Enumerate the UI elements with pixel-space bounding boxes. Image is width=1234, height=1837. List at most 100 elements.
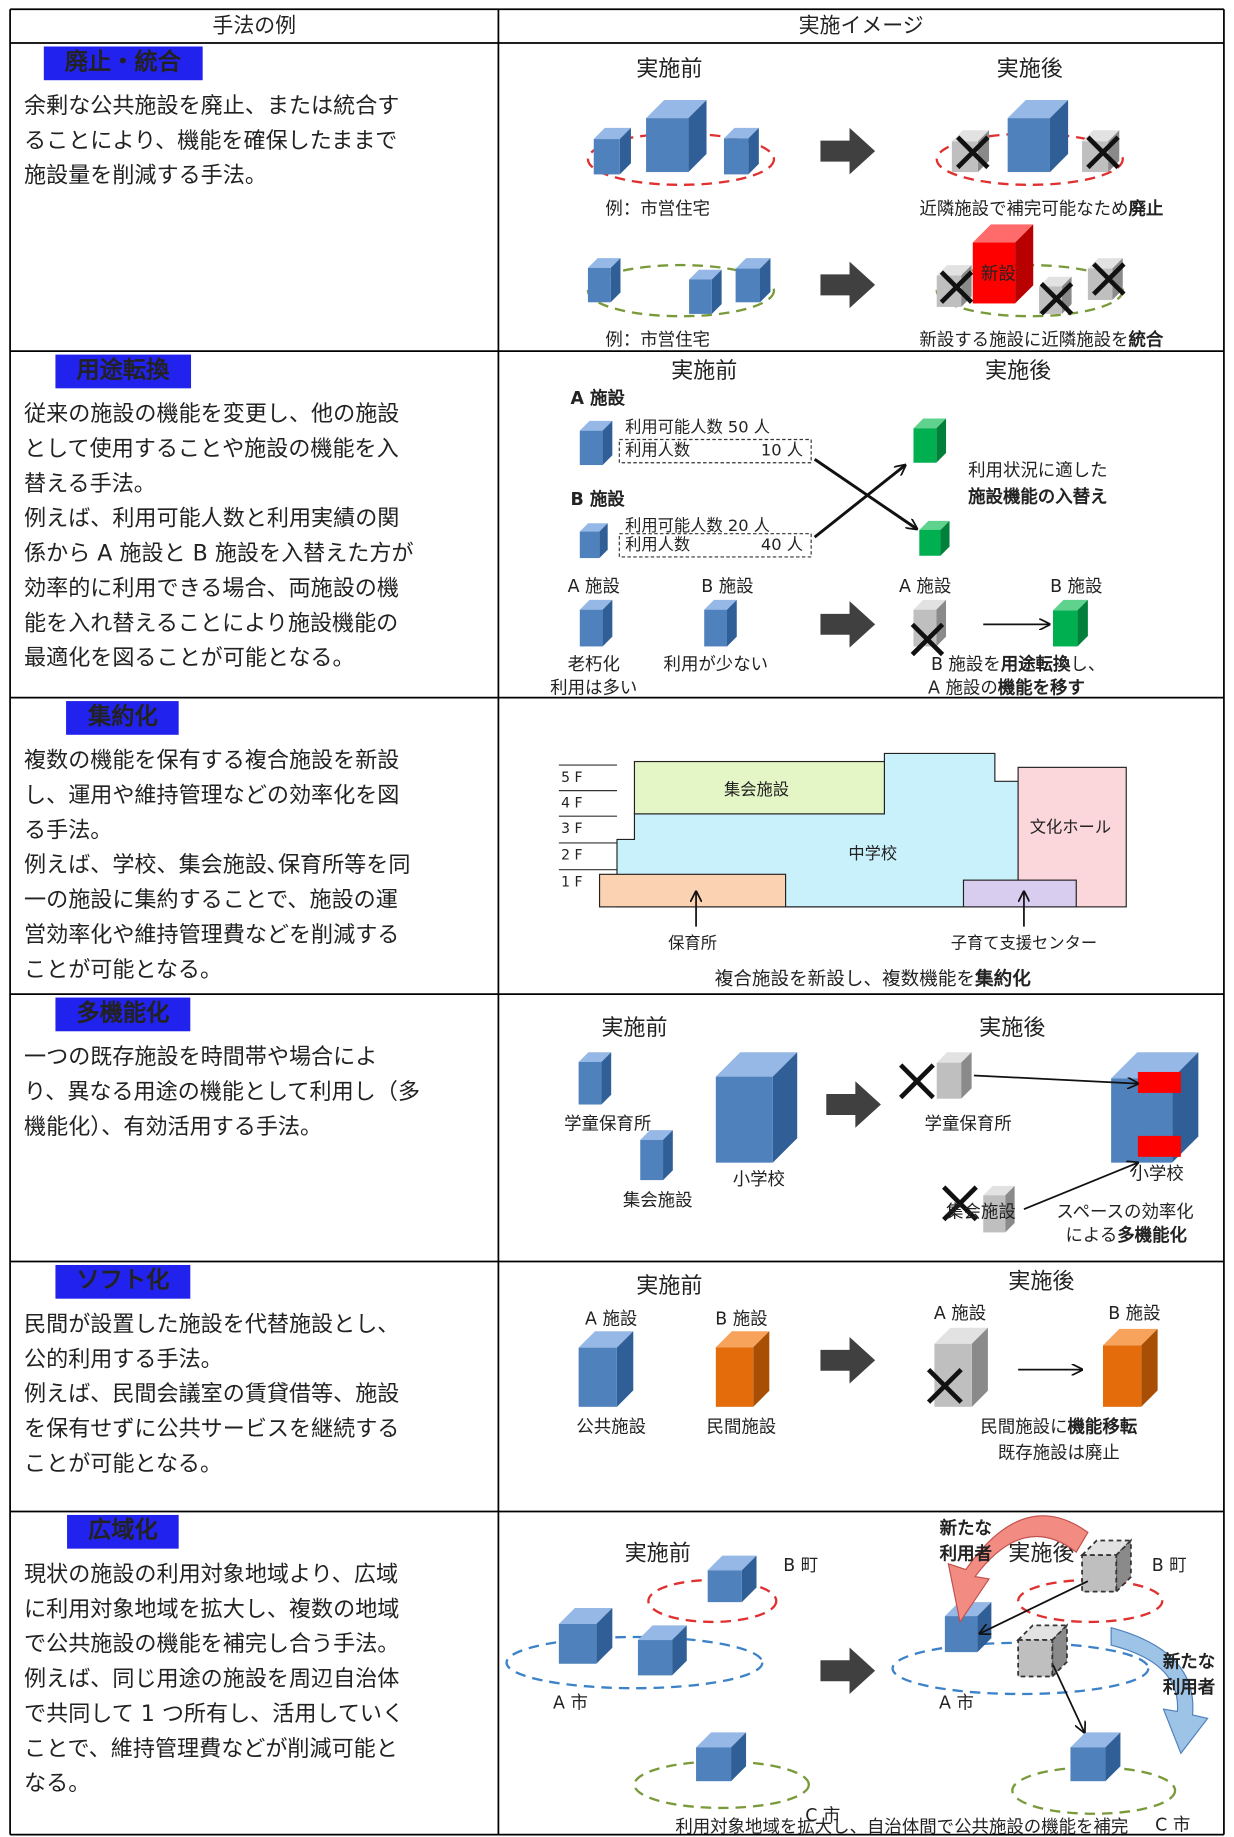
label-part: 廃止 [1128,198,1163,219]
cross [939,270,974,304]
cube-top [558,1607,613,1625]
label-part: 多機能化 [1117,1225,1187,1246]
step-arrow [820,1337,876,1384]
label: 中学校 [848,844,897,863]
cube-top [934,1327,988,1344]
cube-top [1007,99,1069,119]
label: 40 人 [761,535,803,554]
description-line: ことが可能となる。 [24,957,222,983]
label: 利用者 [940,1543,992,1564]
cube-side [753,1331,770,1407]
step-arrow [826,1081,881,1128]
cube-front [579,531,600,559]
label: 利用は多い [550,678,637,698]
cube-side [602,599,613,647]
cube-front [944,1616,978,1653]
label: 実施後 [997,56,1063,82]
cube-side [602,420,613,466]
method-label: ソフト化 [76,1267,169,1294]
cube-top [646,99,707,119]
label-part: B 施設を [931,655,1001,675]
description-line: 公的利用する手法。 [24,1346,223,1372]
description-line: 係から A 施設と B 施設を入替えた方が [24,541,414,567]
method-label: 多機能化 [76,999,169,1026]
cube-side [961,1052,972,1099]
cube-top [578,1331,634,1348]
arrow [1052,1664,1084,1732]
cube-front [715,1076,773,1163]
label: A 市 [553,1693,588,1713]
cube-top [579,420,613,431]
step-arrow [820,1647,876,1694]
label: 既存施設は廃止 [998,1443,1120,1463]
arrow [973,1074,1138,1083]
label: 2 F [561,848,582,864]
cube-top [936,1052,972,1063]
label: 集会施設 [946,1203,1016,1223]
label: 利用が少ない [664,655,769,675]
cube-side [748,127,759,175]
label: 実施後 [1008,1540,1074,1566]
cube-front [715,1347,754,1407]
cube-top [735,258,771,269]
cube-front [578,1061,602,1105]
label-part: 民間施設に [980,1418,1067,1438]
label: C 市 [805,1806,840,1826]
cube-side [760,258,771,303]
description-line: で公共施設の機能を補完し合う手法。 [24,1631,399,1657]
label: B 町 [783,1556,818,1576]
cube-top [707,1555,757,1571]
label: 3 F [561,821,582,837]
cross [1039,282,1074,316]
cube-top [579,523,608,532]
label: 学童保育所 [564,1114,651,1134]
description-line: 一つの既存施設を時間帯や場合によ [24,1044,377,1070]
label: 新たな [1163,1652,1215,1673]
method-label: 集約化 [87,703,158,730]
cube-top [578,1052,612,1062]
description-line: に利用対象地域を拡大し、複数の地域 [24,1596,399,1622]
label: 新たな [940,1518,992,1539]
method-label: 廃止・統合 [65,48,182,75]
cube-side [971,1327,988,1407]
description-line: 能を入れ替えることにより施設機能の [24,610,398,636]
description-line: る手法。 [24,817,112,843]
description-line: 効率的に利用できる場合、両施設の機 [24,575,399,601]
description-line: 替える手法。 [24,471,156,497]
label-part: 機能移転 [1068,1417,1138,1438]
label-part: 利用状況に適した [968,461,1107,481]
cube-front [723,138,749,175]
function-box [1137,1071,1181,1093]
rich-label: による多機能化 [1066,1225,1188,1246]
label: 1 F [561,874,582,890]
cube-front [1102,1345,1142,1407]
arrow [813,465,906,539]
cube-top [704,599,737,610]
cube-front [1081,1554,1118,1593]
method-box [55,354,192,389]
label-part: 集約化 [974,967,1031,989]
description-line: ことが可能となる。 [24,1451,222,1477]
description-line: 最適化を図ることが可能となる。 [24,645,355,671]
label: 小学校 [1131,1164,1183,1184]
cube-side [663,1130,673,1181]
label: 新設 [981,264,1016,284]
method-label: 広域化 [88,1517,158,1544]
arrow [980,1580,1089,1633]
cube-front [704,609,727,647]
step-arrow [820,127,876,175]
method-box [55,997,191,1032]
label-part: 施設機能の入替え [968,487,1107,508]
description-line: 民間が設置した施設を代替施設とし、 [24,1311,399,1337]
label-part: A 施設の [928,678,998,698]
label: 実施前 [636,1273,702,1299]
method-box [55,1264,191,1299]
label: 民間施設 [707,1418,777,1438]
rich-label: 複合施設を新設し、複数機能を集約化 [715,967,1032,989]
cube-side [601,1052,612,1105]
description-line: 施設量を削減する手法。 [24,163,267,189]
label: A 施設 [899,577,951,597]
label: A 市 [939,1693,974,1713]
label: B 施設 [701,577,753,597]
